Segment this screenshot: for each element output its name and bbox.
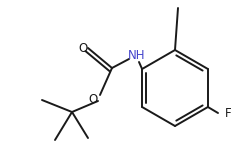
Text: F: F — [225, 107, 232, 120]
Text: O: O — [88, 92, 98, 105]
Text: O: O — [78, 41, 88, 55]
Text: NH: NH — [128, 48, 146, 61]
